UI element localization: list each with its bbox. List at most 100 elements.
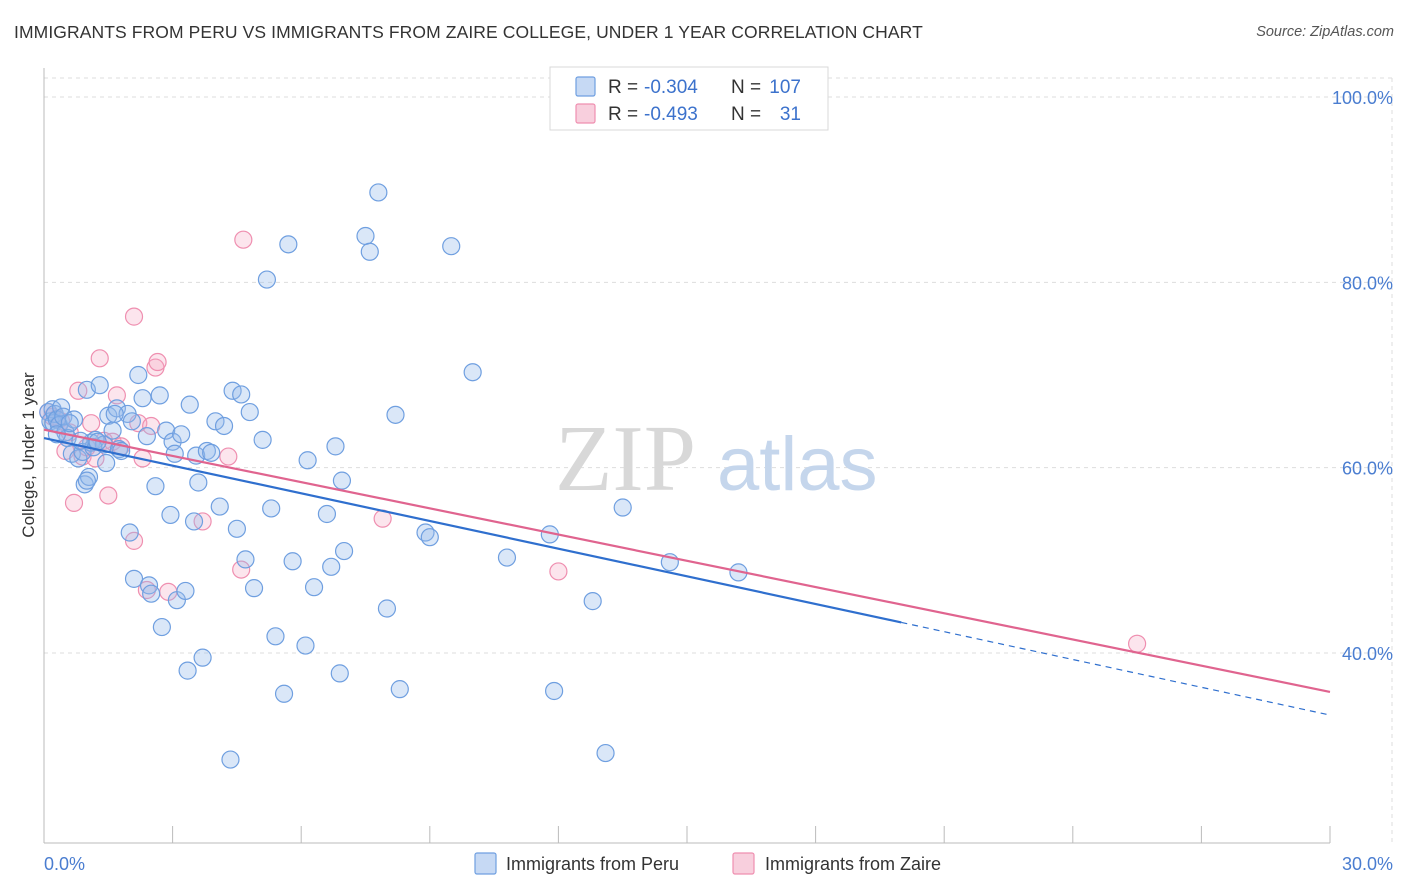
peru-point-54: [206, 412, 225, 431]
peru-point-55: [210, 497, 229, 516]
watermark-atlas: atlas: [717, 422, 878, 507]
peru-point-87: [442, 237, 461, 256]
peru-point-71: [298, 451, 317, 470]
legend-r-label-peru: R =: [608, 77, 638, 98]
legend-n-value-peru: 107: [769, 77, 801, 98]
peru-point-44: [172, 425, 191, 444]
peru-point-93: [596, 743, 615, 763]
zaire-point-16: [107, 386, 126, 405]
zaire-point-32: [1127, 634, 1147, 653]
peru-point-65: [262, 499, 281, 518]
peru-point-24: [103, 421, 122, 440]
peru-point-31: [129, 365, 148, 385]
peru-point-45: [176, 581, 195, 601]
y-tick-label-60: 60.0%: [1342, 459, 1393, 479]
peru-point-47: [180, 395, 199, 414]
chart-source: Source: ZipAtlas.com: [1256, 24, 1394, 40]
peru-point-94: [613, 498, 632, 517]
zaire-point-14: [99, 486, 118, 505]
peru-point-99: [122, 412, 141, 431]
peru-point-92: [583, 592, 602, 611]
chart-title: IMMIGRANTS FROM PERU VS IMMIGRANTS FROM …: [14, 22, 923, 42]
peru-point-30: [124, 569, 144, 588]
peru-point-22: [97, 453, 116, 473]
peru-point-83: [386, 405, 405, 424]
bottom-legend: Immigrants from Peru Immigrants from Zai…: [474, 852, 941, 875]
peru-point-76: [330, 664, 349, 683]
zaire-point-27: [219, 447, 238, 466]
zaire-point-31: [549, 562, 568, 581]
peru-point-56: [214, 416, 234, 436]
bottom-legend-label-zaire: Immigrants from Zaire: [765, 854, 941, 874]
peru-point-61: [240, 402, 259, 422]
peru-point-29: [120, 523, 139, 542]
peru-point-8: [54, 407, 73, 426]
bottom-legend-label-peru: Immigrants from Peru: [506, 854, 679, 874]
peru-point-42: [165, 444, 184, 463]
bottom-legend-swatch-peru: [474, 852, 497, 875]
legend-swatch-peru: [575, 76, 596, 97]
peru-point-62: [244, 579, 264, 598]
legend-n-label-zaire: N =: [731, 104, 761, 125]
axes: [43, 68, 1331, 844]
peru-point-105: [221, 750, 240, 769]
peru-point-37: [150, 386, 169, 405]
peru-point-63: [253, 430, 272, 449]
peru-point-77: [332, 471, 352, 490]
peru-point-86: [420, 528, 439, 547]
peru-point-72: [304, 578, 324, 597]
peru-point-35: [142, 584, 161, 603]
peru-point-80: [360, 242, 379, 261]
legend: R = -0.304 N = 107 R = -0.493 N = 31: [549, 66, 829, 131]
peru-point-66: [266, 627, 285, 646]
watermark: ZIP atlas: [555, 407, 878, 511]
peru-point-32: [133, 389, 152, 408]
zaire-point-28: [232, 560, 251, 579]
peru-point-101: [60, 414, 79, 433]
trend-line-peru-extension: [901, 621, 1331, 716]
peru-point-20: [90, 376, 109, 395]
peru-point-40: [161, 505, 180, 525]
peru-point-82: [377, 599, 397, 618]
zaire-point-33: [124, 307, 144, 326]
peru-point-73: [317, 504, 337, 524]
trend-lines: [43, 428, 1331, 716]
peru-point-39: [157, 421, 176, 440]
peru-point-69: [283, 552, 302, 571]
peru-point-64: [257, 270, 277, 289]
peru-point-88: [463, 363, 482, 382]
peru-point-68: [279, 235, 298, 254]
peru-point-60: [236, 550, 255, 569]
zaire-point-10: [82, 414, 101, 433]
legend-r-value-zaire: -0.493: [644, 104, 698, 125]
legend-swatch-zaire: [575, 103, 596, 124]
legend-r-value-peru: -0.304: [644, 77, 698, 98]
watermark-zip: ZIP: [555, 407, 696, 511]
peru-point-38: [152, 617, 171, 637]
y-tick-label-100: 100.0%: [1332, 88, 1393, 108]
trend-line-zaire: [43, 428, 1331, 693]
trend-line-peru: [43, 436, 902, 624]
peru-point-81: [369, 183, 388, 202]
peru-point-36: [146, 477, 165, 496]
y-tick-label-80: 80.0%: [1342, 273, 1393, 293]
peru-point-104: [105, 404, 124, 424]
x-tick-label-max: 30.0%: [1342, 854, 1393, 874]
peru-point-51: [193, 648, 212, 667]
peru-point-89: [497, 548, 517, 567]
peru-point-74: [322, 557, 341, 576]
peru-point-33: [137, 427, 156, 446]
legend-n-label-peru: N =: [731, 77, 761, 98]
peru-point-50: [189, 473, 208, 492]
peru-point-58: [227, 519, 246, 538]
peru-point-75: [326, 437, 345, 456]
peru-point-67: [274, 684, 294, 703]
peru-point-59: [232, 385, 251, 404]
peru-point-48: [184, 512, 204, 531]
bottom-legend-swatch-zaire: [732, 852, 755, 875]
peru-point-84: [390, 680, 409, 699]
legend-r-label-zaire: R =: [608, 104, 638, 125]
peru-point-53: [202, 443, 221, 462]
peru-point-70: [296, 636, 315, 655]
